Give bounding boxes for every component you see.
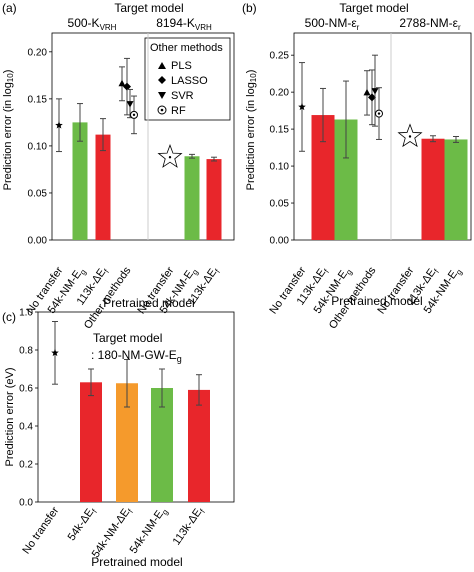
panel-c-header: Target model	[93, 331, 162, 345]
panel-a-g1-other-pls-marker	[118, 79, 126, 87]
panel-b-group-2-title: 2788-NM-εr	[399, 16, 461, 32]
panel-a-g1-bar-1	[72, 122, 88, 240]
panel-c-category-2: 54k-ΔEf	[66, 504, 100, 544]
panel-a-ytick-label: 0.10	[28, 141, 48, 152]
legend-item-svr: SVR	[158, 90, 194, 102]
panel-b-ytick-label: 0.05	[270, 199, 290, 210]
panel-b-group-1-title: 500-NM-εr	[305, 16, 360, 32]
panel-a-g2-bar-1	[184, 156, 200, 240]
panel-a-frame	[51, 32, 235, 241]
legend-title: Other methods	[150, 42, 223, 54]
panel-b-g1-bar-1	[311, 115, 335, 240]
panel-c-ytick-label: 0.0	[19, 498, 33, 509]
panel-a-ytick-label: 0.15	[28, 94, 48, 105]
panel-b-ytick-label: 0.15	[270, 125, 290, 136]
panel-a-g2-no-transfer-dot	[168, 156, 172, 159]
panel-a-header: Target model	[114, 1, 183, 15]
panel-c-ytick-label: 0.2	[19, 460, 33, 471]
panel-a-group-1-title: 500-KVRH	[68, 16, 117, 32]
panel-b-ytick-label: 0.25	[270, 51, 290, 62]
panel-b-header: Target model	[339, 1, 408, 15]
panel-b-ytick-label: 0.10	[270, 162, 290, 173]
panel-c-x-label: Pretrained model	[91, 555, 182, 569]
panel-c-tag: (c)	[2, 310, 16, 324]
panel-c-header-2: : 180-NM-GW-Eg	[91, 348, 182, 364]
panel-c-bar-3	[151, 388, 173, 502]
panel-c-bar-2	[116, 383, 138, 502]
panel-b-g1-other-pls-marker	[363, 88, 371, 96]
panel-c-y-label: Prediction error (eV)	[4, 367, 16, 466]
svg-text:RF: RF	[171, 105, 186, 117]
panel-c-bar-4	[188, 389, 210, 502]
svg-text:LASSO: LASSO	[171, 75, 208, 87]
panel-a-g1-other-lasso-marker	[123, 82, 131, 91]
panel-b-g2-bar-2	[444, 139, 468, 240]
panel-c-ytick-label: 0.8	[19, 346, 33, 357]
panel-a-tag: (a)	[2, 1, 17, 15]
triangle-down-icon	[158, 92, 166, 99]
legend-item-pls: PLS	[158, 60, 192, 72]
panel-c-no-transfer-marker	[51, 348, 59, 357]
panel-c-category-5: 113k-ΔEf	[171, 504, 208, 548]
svg-text:SVR: SVR	[171, 90, 194, 102]
panel-a-g1-other-svr-marker	[126, 101, 134, 108]
panel-b-g1-other-svr-marker	[371, 88, 379, 95]
panel-b-g2-bar-1	[421, 138, 445, 240]
panel-b-x-label: Pretrained model	[331, 294, 422, 308]
panel-a-group-2-title: 8194-KVRH	[156, 16, 212, 32]
panel-b-g2-no-transfer-dot	[408, 135, 412, 138]
svg-text:PLS: PLS	[171, 60, 192, 72]
legend-item-lasso: LASSO	[158, 75, 208, 87]
panel-a-ytick-label: 0.20	[28, 47, 48, 58]
panel-c-bar-1	[80, 382, 102, 502]
panel-c-category-1: No transfer	[20, 505, 61, 557]
panel-a-g1-no-transfer-marker	[55, 121, 63, 129]
panel-a-y-label: Prediction error (in log10)	[2, 70, 15, 191]
panel-b-y-label: Prediction error (in log10)	[245, 70, 258, 191]
panel-c-ytick-label: 0.4	[19, 422, 33, 433]
panel-a-g2-bar-2	[206, 159, 222, 240]
panel-a-ytick-label: 0.00	[28, 236, 48, 247]
panel-b-ytick-label: 0.20	[270, 88, 290, 99]
panel-c-ytick-label: 0.6	[19, 384, 33, 395]
panel-b-g1-no-transfer-marker	[298, 102, 306, 111]
panel-b-g1-other-lasso-marker	[368, 93, 376, 102]
diamond-icon	[158, 76, 166, 84]
triangle-up-icon	[158, 62, 166, 69]
panel-b-g1-bar-2	[334, 119, 358, 240]
panel-a-g1-other-rf-marker-dot	[132, 113, 136, 117]
legend-item-rf: RF	[157, 105, 186, 117]
panel-b-g1-other-rf-marker-dot	[377, 112, 381, 115]
panel-b-tag: (b)	[242, 1, 257, 15]
panel-b-g2-category-1: No transfer	[375, 265, 416, 317]
panel-a-x-label: Pretrained model	[103, 296, 194, 310]
panel-c-ytick-label: 1.0	[19, 308, 33, 319]
panel-a-ytick-label: 0.05	[28, 188, 48, 199]
panel-a-g1-bar-2	[95, 134, 111, 240]
panel-b-frame	[293, 32, 472, 241]
legend: Other methods PLS LASSO SVR RF	[144, 37, 231, 121]
panel-b-ytick-label: 0.00	[270, 236, 290, 247]
